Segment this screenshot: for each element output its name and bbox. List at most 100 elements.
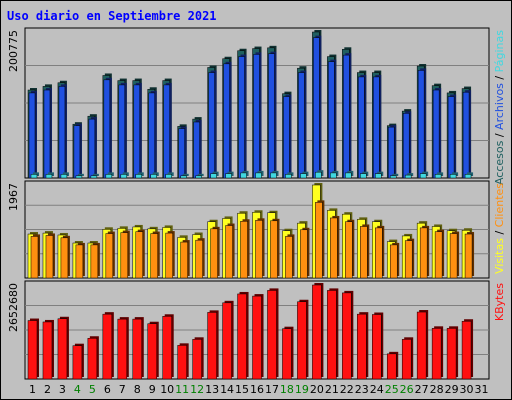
bar-archivos-24 — [373, 74, 382, 179]
bar-kbytes-28-face — [431, 328, 442, 380]
x-tick-label-16: 16 — [250, 383, 264, 396]
bar-kbytes-23-face — [357, 313, 367, 380]
x-tick-label-13: 13 — [205, 383, 219, 396]
bar-archivos-21 — [328, 59, 337, 179]
bar-clientes-21-face — [330, 217, 338, 279]
bar-paginas-3-face — [60, 174, 68, 179]
bar-kbytes-19-face — [297, 301, 307, 380]
bar-kbytes-2-face — [42, 321, 53, 380]
x-tick-label-15: 15 — [235, 383, 249, 396]
x-tick-label-23: 23 — [355, 383, 369, 396]
y-max-label-hits: 200775 — [7, 30, 20, 72]
bar-kbytes-22-face — [342, 292, 352, 380]
bar-kbytes-25 — [386, 351, 399, 380]
bar-archivos-8 — [133, 82, 142, 179]
x-axis-labels: 1 2 3 4 5 6 7 8 9 10 11 12 13 14 15 16 17 18 19 20 21 22 23 24 2… — [29, 383, 489, 396]
bar-clientes-9 — [150, 231, 160, 279]
panels-group: 200775 Accesos / Archivos / Páginas 1967 Vi… — [7, 27, 506, 380]
bar-kbytes-24 — [372, 312, 384, 380]
bar-kbytes-9 — [147, 321, 159, 380]
bar-clientes-3-face — [60, 237, 69, 279]
bar-archivos-9 — [148, 90, 157, 179]
panel-visits: 1967 Visitas / Clientes — [7, 180, 506, 279]
bar-archivos-15-face — [238, 56, 245, 179]
bar-clientes-14-face — [225, 225, 233, 279]
bar-archivos-15 — [238, 54, 247, 179]
chart-title: Uso diario en Septiembre 2021 — [7, 9, 217, 23]
bar-clientes-18 — [285, 234, 295, 279]
bar-kbytes-16-face — [252, 295, 262, 380]
x-tick-label-6: 6 — [104, 383, 111, 396]
bar-paginas-13-face — [210, 173, 217, 179]
bar-clientes-19 — [300, 227, 310, 279]
bar-paginas-29 — [449, 172, 459, 179]
bar-kbytes-21-face — [327, 290, 337, 380]
bar-archivos-3-face — [58, 86, 66, 179]
bar-archivos-10-face — [163, 84, 170, 179]
bar-archivos-26 — [402, 111, 412, 179]
bar-kbytes-16 — [252, 294, 264, 380]
bar-clientes-23-face — [360, 226, 368, 279]
bar-clientes-24 — [375, 225, 385, 279]
bar-clientes-27-face — [419, 227, 428, 279]
bar-archivos-19-face — [298, 72, 305, 179]
bar-paginas-15-face — [240, 172, 247, 179]
bar-kbytes-1 — [27, 318, 39, 380]
bar-paginas-14-face — [225, 173, 232, 179]
x-tick-label-10: 10 — [160, 383, 174, 396]
bar-clientes-20 — [315, 200, 325, 279]
x-tick-label-5: 5 — [89, 383, 96, 396]
bar-kbytes-17-face — [267, 290, 277, 380]
bar-kbytes-6-face — [102, 313, 113, 380]
bar-clientes-18-face — [285, 236, 293, 279]
x-tick-label-1: 1 — [29, 383, 36, 396]
bar-paginas-5-face — [90, 175, 98, 179]
bar-clientes-4-face — [75, 244, 84, 279]
bar-kbytes-5-face — [87, 337, 98, 380]
bar-kbytes-9-face — [147, 323, 157, 380]
bar-archivos-27 — [417, 68, 427, 179]
x-tick-label-25: 25 — [385, 383, 399, 396]
bar-archivos-5 — [88, 117, 97, 179]
bar-archivos-22 — [343, 53, 352, 179]
bar-kbytes-11-face — [177, 345, 187, 380]
bar-paginas-11-shadow — [182, 173, 189, 176]
bar-paginas-18 — [285, 172, 294, 179]
bar-clientes-17 — [270, 218, 280, 279]
bar-archivos-18 — [283, 94, 292, 179]
bar-paginas-9-face — [150, 174, 157, 179]
legend-kbytes: KBytes — [493, 283, 506, 321]
bar-paginas-26-shadow — [407, 173, 414, 176]
bar-paginas-12-face — [195, 175, 202, 179]
bar-paginas-7 — [120, 172, 129, 179]
bar-paginas-17-face — [270, 172, 277, 179]
x-tick-label-31: 31 — [475, 383, 489, 396]
bar-archivos-23-face — [358, 76, 365, 179]
bar-archivos-28 — [432, 88, 442, 179]
bar-clientes-30-face — [464, 233, 473, 279]
bar-clientes-5 — [90, 242, 100, 279]
bar-clientes-5-face — [90, 244, 99, 279]
bar-archivos-12 — [193, 120, 202, 179]
bar-archivos-30-face — [462, 91, 470, 179]
bar-paginas-19 — [300, 171, 309, 179]
bar-paginas-24-face — [375, 173, 382, 179]
bar-clientes-6 — [105, 231, 115, 279]
bar-archivos-6 — [103, 77, 112, 179]
bar-paginas-27 — [419, 171, 429, 179]
bar-clientes-23 — [360, 224, 370, 279]
bar-kbytes-24-face — [372, 314, 382, 380]
bar-archivos-16 — [253, 52, 262, 179]
bar-clientes-27 — [419, 225, 430, 279]
y-max-label-visits: 1967 — [7, 183, 20, 211]
bar-kbytes-28 — [431, 326, 444, 380]
bar-kbytes-4-face — [72, 345, 83, 380]
legend-visits: Visitas / Clientes — [493, 183, 506, 274]
bar-paginas-5-shadow — [92, 173, 99, 176]
bar-kbytes-10 — [162, 314, 174, 380]
bar-paginas-10 — [165, 172, 174, 179]
bar-archivos-26-face — [402, 113, 410, 179]
bar-archivos-19 — [298, 70, 307, 179]
x-tick-label-19: 19 — [295, 383, 309, 396]
bar-archivos-27-face — [417, 70, 425, 179]
